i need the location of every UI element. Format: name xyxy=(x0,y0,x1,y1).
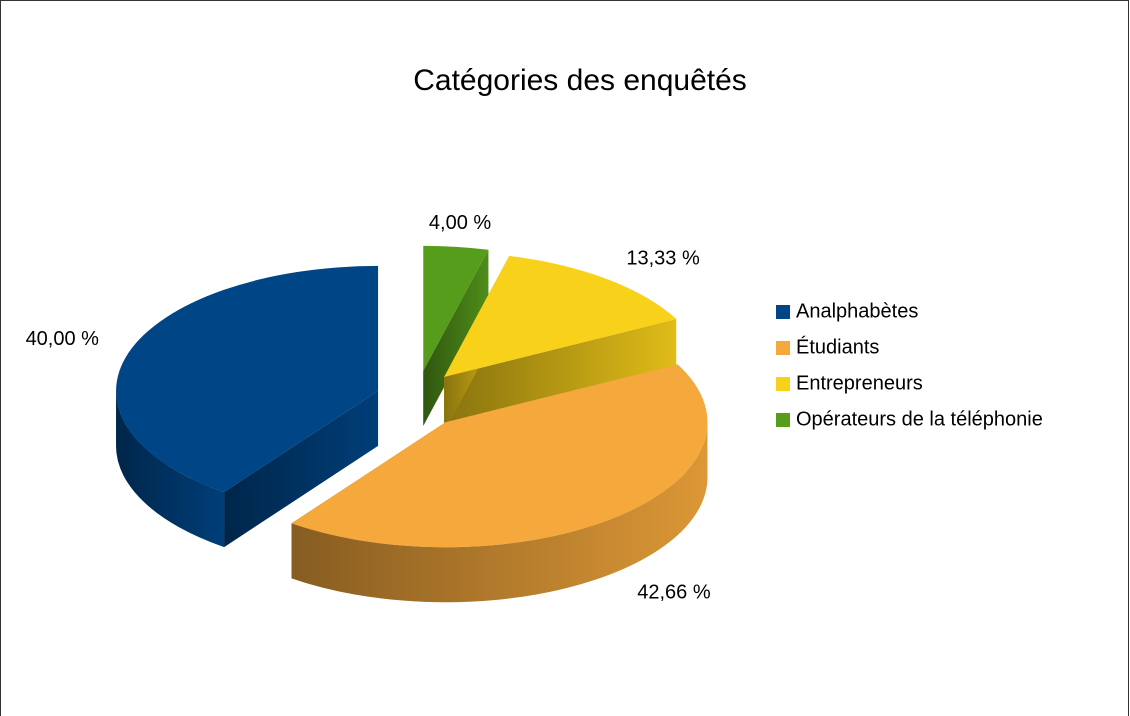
data-label: 40,00 % xyxy=(26,328,100,350)
slice-side-shade xyxy=(444,319,677,432)
slice xyxy=(423,245,489,371)
slice-wall-shade xyxy=(116,390,225,548)
legend-swatch xyxy=(776,413,790,427)
legend-label: Opérateurs de la téléphonie xyxy=(796,408,1043,430)
slice xyxy=(116,265,379,493)
slice-side-shade xyxy=(423,249,489,426)
legend-label: Entrepreneurs xyxy=(796,372,923,394)
slice-side-shade xyxy=(224,390,379,548)
slice xyxy=(444,255,677,377)
data-label: 4,00 % xyxy=(429,212,491,234)
legend-swatch xyxy=(776,377,790,391)
data-label: 42,66 % xyxy=(637,581,711,603)
legend-swatch xyxy=(776,341,790,355)
slice-wall-shade xyxy=(291,422,708,603)
legend-label: Étudiants xyxy=(796,335,879,358)
legend-swatch xyxy=(776,305,790,319)
slice xyxy=(291,364,708,548)
data-label: 13,33 % xyxy=(626,248,700,270)
legend-label: Analphabètes xyxy=(796,300,918,322)
chart-title: Catégories des enquêtés xyxy=(413,64,747,97)
